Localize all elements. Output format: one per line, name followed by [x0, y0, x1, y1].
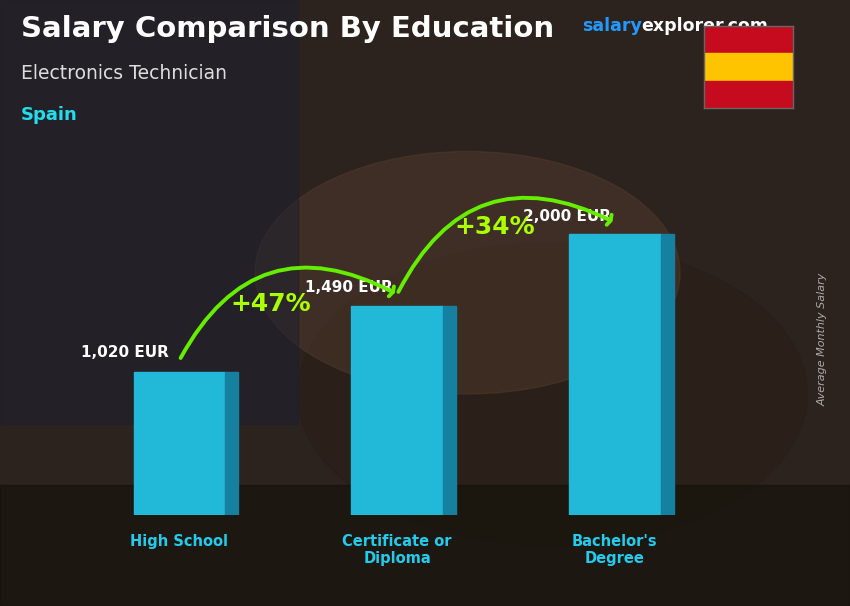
Bar: [704, 81, 793, 108]
Bar: [570, 234, 660, 515]
Bar: [351, 305, 443, 515]
Bar: [0, 485, 850, 606]
Bar: [704, 53, 793, 81]
Text: +47%: +47%: [230, 292, 311, 316]
Text: +34%: +34%: [455, 215, 536, 239]
Text: Electronics Technician: Electronics Technician: [21, 64, 227, 82]
Ellipse shape: [298, 242, 808, 545]
Text: Spain: Spain: [21, 106, 78, 124]
Text: Average Monthly Salary: Average Monthly Salary: [818, 273, 828, 406]
Bar: [0, 0, 298, 424]
Ellipse shape: [255, 152, 680, 394]
Text: 2,000 EUR: 2,000 EUR: [523, 209, 611, 224]
Text: 1,020 EUR: 1,020 EUR: [81, 345, 169, 361]
Bar: [133, 371, 225, 515]
Text: Salary Comparison By Education: Salary Comparison By Education: [21, 15, 554, 43]
Polygon shape: [443, 305, 456, 515]
Text: 1,490 EUR: 1,490 EUR: [305, 280, 393, 295]
Text: salary: salary: [582, 17, 642, 35]
Bar: [704, 26, 793, 53]
Polygon shape: [660, 234, 674, 515]
Text: explorer.com: explorer.com: [642, 17, 768, 35]
Polygon shape: [225, 371, 238, 515]
